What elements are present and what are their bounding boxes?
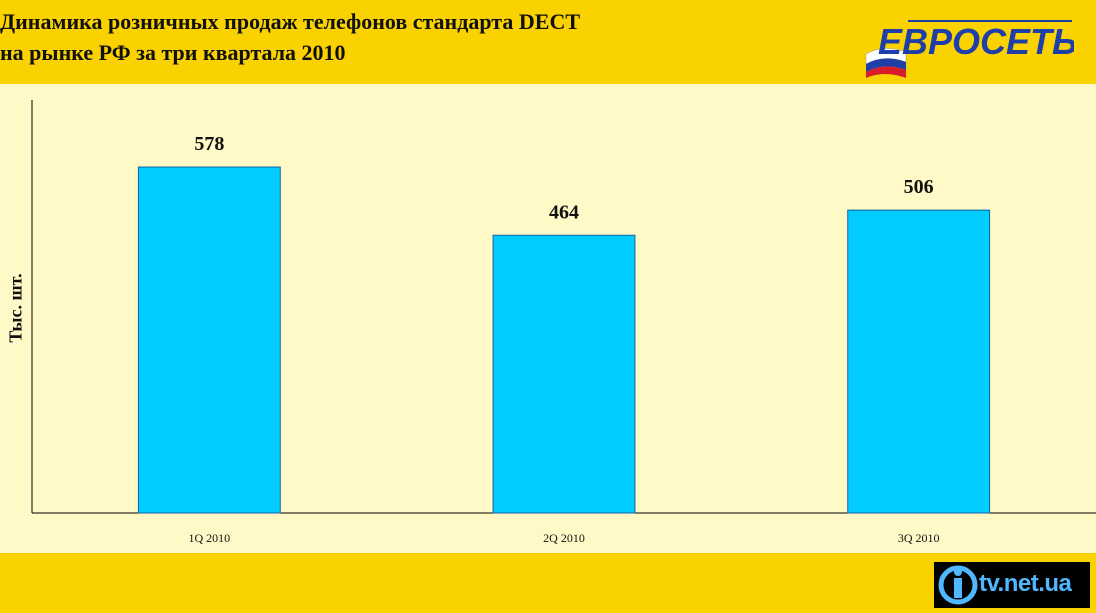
data-label-1: 578 (194, 133, 224, 155)
bar-2 (492, 234, 636, 514)
data-label-3: 506 (904, 176, 934, 198)
logo-wordmark: ЕВРОСЕТЬ (878, 21, 1074, 62)
x-tick-label-2: 2Q 2010 (543, 531, 585, 545)
title-line-1: Динамика розничных продаж телефонов стан… (0, 9, 581, 34)
footer-band (0, 553, 1096, 613)
flag-icon (865, 48, 907, 78)
data-label-2: 464 (549, 201, 579, 223)
watermark-badge: tv.net.ua (934, 562, 1090, 608)
chart-title: Динамика розничных продаж телефонов стан… (0, 6, 580, 68)
x-tick-label-1: 1Q 2010 (188, 531, 230, 545)
tv-logo-icon (938, 565, 978, 605)
evroset-logo: ЕВРОСЕТЬ (865, 20, 1074, 78)
watermark-text: tv.net.ua (979, 570, 1072, 597)
title-line-2: на рынке РФ за три квартала 2010 (0, 40, 346, 65)
bar-3 (847, 209, 991, 514)
x-tick-label-3: 3Q 2010 (898, 531, 940, 545)
bar-1 (137, 166, 281, 514)
header-band (0, 0, 1096, 84)
